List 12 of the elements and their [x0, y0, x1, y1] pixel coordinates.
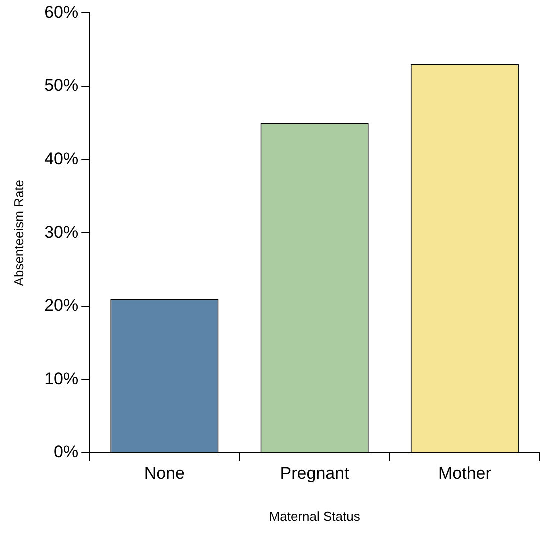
y-tick-label: 60% [44, 2, 79, 22]
y-tick-label: 50% [44, 76, 79, 96]
y-tick-label: 0% [54, 442, 79, 462]
x-tick-label: Mother [438, 464, 492, 483]
y-tick-label: 30% [44, 222, 79, 242]
y-tick-label: 20% [44, 296, 79, 316]
y-axis-title: Absenteeism Rate [11, 180, 26, 286]
x-tick-label: None [144, 464, 186, 483]
x-tick-label: Pregnant [280, 464, 350, 483]
y-tick-label: 40% [44, 149, 79, 168]
y-tick-label: 10% [44, 369, 79, 388]
x-axis-title: Maternal Status [269, 508, 361, 524]
